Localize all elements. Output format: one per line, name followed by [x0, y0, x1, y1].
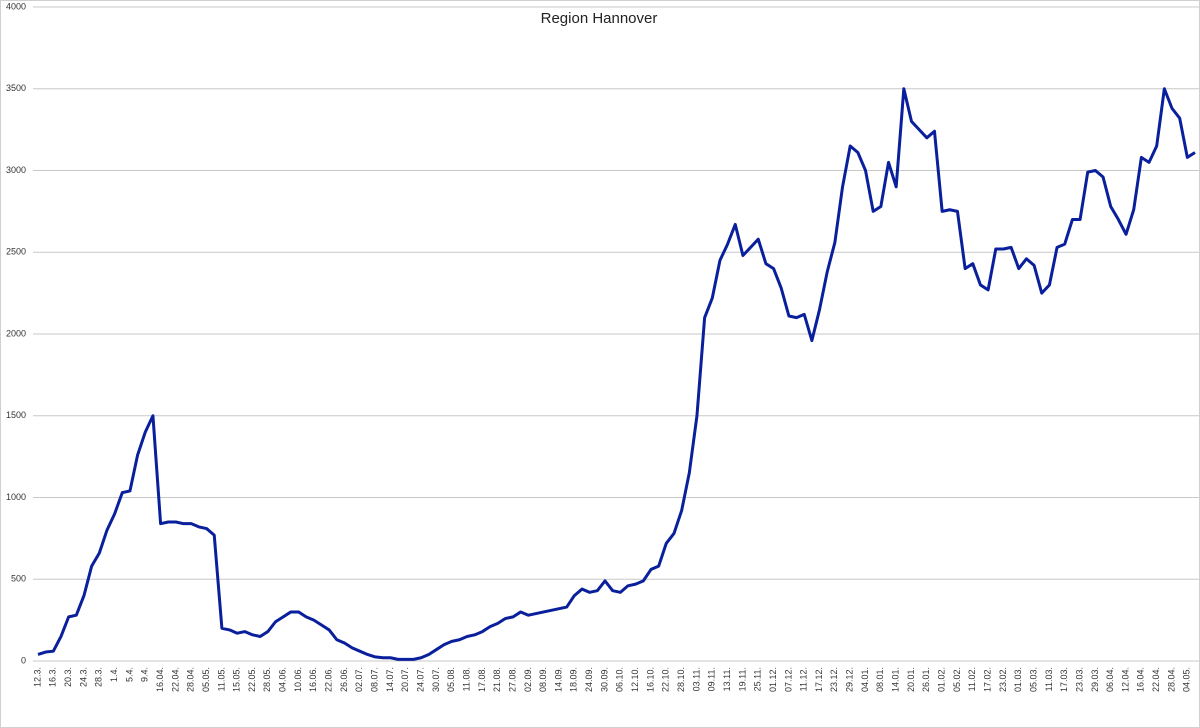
- x-tick-label: 19.11.: [737, 667, 747, 691]
- x-tick-label: 23.03.: [1074, 667, 1084, 692]
- x-tick-label: 30.07.: [431, 667, 441, 692]
- x-tick-label: 02.09.: [523, 667, 533, 692]
- x-tick-label: 17.02.: [982, 667, 992, 692]
- x-tick-label: 18.09.: [569, 667, 579, 692]
- x-tick-label: 22.04.: [1151, 667, 1161, 692]
- y-tick-label: 3500: [6, 83, 26, 93]
- chart-title: Region Hannover: [541, 10, 658, 27]
- y-tick-label: 0: [21, 655, 26, 665]
- x-tick-label: 9.4.: [140, 667, 150, 682]
- x-tick-label: 09.11.: [707, 667, 717, 691]
- x-tick-label: 1.4.: [109, 667, 119, 682]
- x-tick-label: 11.05.: [216, 667, 226, 691]
- x-tick-label: 16.3.: [48, 667, 58, 687]
- x-tick-label: 5.4.: [124, 667, 134, 682]
- x-tick-label: 08.01.: [875, 667, 885, 692]
- x-tick-label: 10.06.: [293, 667, 303, 692]
- x-tick-label: 25.11.: [753, 667, 763, 691]
- y-tick-label: 3000: [6, 165, 26, 175]
- x-tick-label: 23.12.: [829, 667, 839, 692]
- x-tick-label: 20.07.: [400, 667, 410, 692]
- x-tick-label: 08.07.: [370, 667, 380, 692]
- x-tick-label: 17.08.: [477, 667, 487, 692]
- x-tick-label: 12.10.: [630, 667, 640, 692]
- x-tick-label: 28.3.: [94, 667, 104, 687]
- y-tick-label: 4000: [6, 1, 26, 11]
- x-tick-label: 22.04.: [170, 667, 180, 692]
- x-tick-label: 03.11.: [691, 667, 701, 691]
- x-tick-label: 15.05.: [232, 667, 242, 692]
- x-tick-label: 23.02.: [998, 667, 1008, 692]
- x-tick-label: 21.08.: [492, 667, 502, 692]
- x-tick-label: 01.03.: [1013, 667, 1023, 692]
- x-tick-label: 08.09.: [538, 667, 548, 692]
- x-tick-label: 04.06.: [278, 667, 288, 692]
- data-line: [37, 87, 1196, 661]
- x-tick-label: 28.04.: [1166, 667, 1176, 692]
- x-tick-label: 12.04.: [1120, 667, 1130, 692]
- x-tick-label: 06.04.: [1105, 667, 1115, 692]
- x-tick-label: 05.05.: [201, 667, 211, 692]
- x-tick-label: 22.10.: [661, 667, 671, 692]
- x-tick-label: 24.3.: [78, 667, 88, 687]
- x-tick-label: 14.07.: [385, 667, 395, 692]
- y-tick-label: 1500: [6, 410, 26, 420]
- x-tick-label: 20.01.: [906, 667, 916, 692]
- x-tick-label: 12.3.: [32, 667, 42, 687]
- x-tick-label: 28.05.: [262, 667, 272, 692]
- x-tick-label: 17.12.: [814, 667, 824, 692]
- x-tick-label: 11.02.: [967, 667, 977, 691]
- x-tick-label: 16.10.: [645, 667, 655, 692]
- x-tick-label: 04.05.: [1182, 667, 1192, 692]
- x-tick-label: 24.07.: [415, 667, 425, 692]
- x-tick-label: 17.03.: [1059, 667, 1069, 692]
- x-tick-label: 01.12.: [768, 667, 778, 692]
- x-tick-label: 05.08.: [446, 667, 456, 692]
- x-tick-label: 20.3.: [63, 667, 73, 687]
- x-tick-label: 11.12.: [799, 667, 809, 691]
- x-tick-label: 04.01.: [860, 667, 870, 692]
- x-tick-label: 02.07.: [354, 667, 364, 692]
- x-tick-label: 14.01.: [891, 667, 901, 692]
- x-tick-label: 27.08.: [507, 667, 517, 692]
- x-tick-label: 26.01.: [921, 667, 931, 692]
- x-tick-label: 07.12.: [783, 667, 793, 692]
- x-tick-label: 01.02.: [937, 667, 947, 692]
- x-tick-label: 11.08.: [461, 667, 471, 691]
- x-tick-label: 13.11.: [722, 667, 732, 691]
- x-tick-label: 05.03.: [1028, 667, 1038, 692]
- x-tick-label: 16.06.: [308, 667, 318, 692]
- x-tick-label: 16.04.: [155, 667, 165, 692]
- y-tick-label: 2500: [6, 247, 26, 257]
- x-tick-label: 24.09.: [584, 667, 594, 692]
- x-tick-label: 28.04.: [186, 667, 196, 692]
- y-tick-label: 500: [11, 574, 26, 584]
- y-tick-label: 1000: [6, 492, 26, 502]
- y-tick-label: 2000: [6, 328, 26, 338]
- x-tick-label: 29.03.: [1090, 667, 1100, 692]
- x-tick-label: 11.03.: [1044, 667, 1054, 691]
- x-tick-label: 28.10.: [676, 667, 686, 692]
- x-tick-label: 14.09.: [553, 667, 563, 692]
- x-tick-label: 05.02.: [952, 667, 962, 692]
- x-tick-label: 30.09.: [599, 667, 609, 692]
- x-tick-label: 29.12.: [845, 667, 855, 692]
- x-tick-label: 16.04.: [1136, 667, 1146, 692]
- x-tick-label: 22.05.: [247, 667, 257, 692]
- x-tick-label: 26.06.: [339, 667, 349, 692]
- x-tick-label: 22.06.: [324, 667, 334, 692]
- x-tick-label: 06.10.: [615, 667, 625, 692]
